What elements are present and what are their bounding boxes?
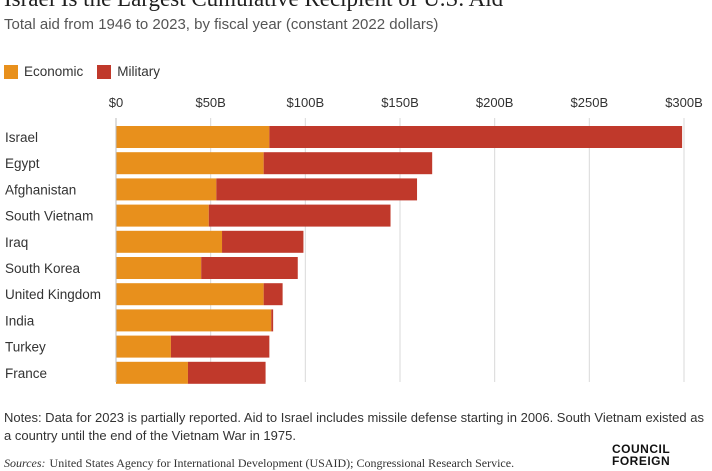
council-logo[interactable]: COUNCIL FOREIGN: [612, 443, 708, 467]
bar-economic: [116, 178, 217, 201]
bar-military: [271, 309, 274, 332]
chart-sources: Sources: United States Agency for Interna…: [4, 456, 514, 471]
bar-military: [187, 361, 266, 384]
bar-military: [208, 204, 391, 227]
bar-economic: [116, 335, 171, 358]
chart-notes: Notes: Data for 2023 is partially report…: [4, 410, 704, 443]
bar-economic: [116, 204, 209, 227]
x-tick-label: $100B: [287, 95, 325, 110]
category-label: South Vietnam: [5, 209, 93, 224]
x-tick-label: $250B: [571, 95, 609, 110]
category-label: France: [5, 366, 47, 381]
category-label: South Korea: [5, 261, 81, 276]
bar-economic: [116, 283, 264, 306]
bar-military: [269, 126, 683, 148]
x-tick-label: $0: [109, 95, 123, 110]
sources-text: United States Agency for International D…: [49, 456, 515, 470]
stacked-bar-chart: $0 $50B $100B $150B $200B $250B $300B Israel Egy…: [5, 95, 703, 384]
chart-subtitle: Total aid from 1946 to 2023, by fiscal y…: [4, 16, 439, 33]
x-tick-label: $150B: [381, 95, 419, 110]
legend-item-military: Military: [97, 64, 160, 79]
legend-label-economic: Economic: [24, 64, 84, 79]
sources-label: Sources:: [4, 456, 46, 470]
bar-economic: [116, 230, 223, 253]
bar-military: [263, 283, 283, 306]
x-tick-label: $200B: [476, 95, 514, 110]
bar-military: [222, 230, 304, 253]
bar-economic: [116, 126, 270, 148]
logo-line-1: COUNCIL: [612, 442, 671, 456]
bar-economic: [116, 361, 188, 384]
category-label: India: [5, 313, 35, 328]
bar-military: [216, 178, 418, 201]
category-label: Israel: [5, 130, 38, 145]
bar-economic: [116, 257, 202, 279]
legend-item-economic: Economic: [4, 64, 83, 79]
logo-line-2: FOREIGN: [612, 454, 671, 468]
legend-swatch-economic: [4, 64, 18, 79]
x-tick-label: $300B: [665, 95, 703, 110]
chart-legend: Economic Military: [4, 64, 174, 79]
category-label: Iraq: [5, 235, 28, 250]
legend-swatch-military: [97, 64, 112, 79]
legend-label-military: Military: [117, 64, 161, 79]
bar-military: [170, 335, 270, 358]
category-label: Afghanistan: [5, 182, 76, 197]
bar-military: [201, 257, 298, 279]
bar-military: [263, 152, 433, 175]
chart-title: Israel Is the Largest Cumulative Recipie…: [4, 0, 503, 12]
category-label: United Kingdom: [5, 287, 101, 302]
bar-economic: [116, 152, 264, 175]
category-label: Egypt: [5, 156, 40, 171]
x-tick-label: $50B: [195, 95, 225, 110]
bar-economic: [116, 309, 272, 332]
category-label: Turkey: [5, 340, 46, 355]
